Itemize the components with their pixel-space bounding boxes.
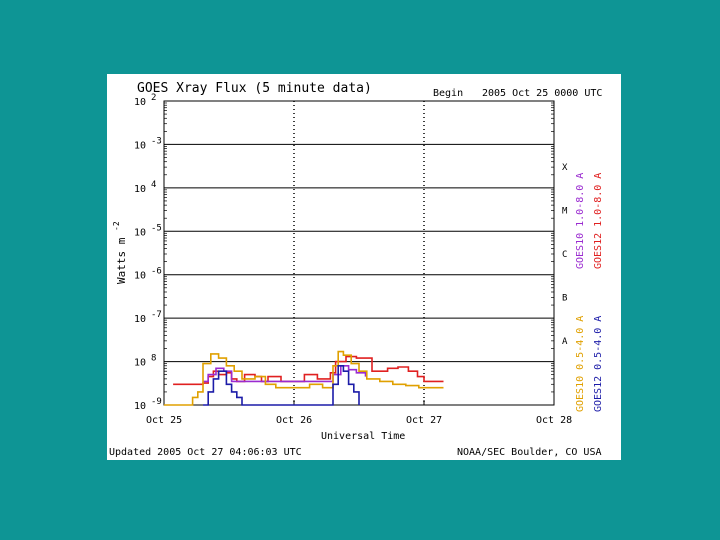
y-tick-base-1e-9: 10 [134,401,146,412]
footer-credit: NOAA/SEC Boulder, CO USA [457,447,602,458]
begin-label: Begin [433,88,463,99]
flare-class-A: A [562,337,568,347]
y-tick-base-1e-5: 10 [134,227,146,238]
series-line-2 [164,350,444,406]
chart-panel: GOES Xray Flux (5 minute data) Begin 200… [107,74,621,460]
x-tick-label-1: Oct 26 [276,415,312,426]
y-tick-label-1e-9: -9 [151,397,162,407]
legend-top-1: GOES12 1.0-8.0 A [593,173,604,269]
legend-top-0: GOES10 1.0-8.0 A [575,173,586,269]
x-tick-label-3: Oct 28 [536,415,572,426]
x-axis-label: Universal Time [321,431,405,442]
legend-bottom-0: GOES10 0.5-4.0 A [575,316,586,412]
y-tick-label-1e-8: 8 [151,354,156,364]
y-tick-base-1e-6: 10 [134,271,146,282]
y-tick-label-1e-4: 4 [151,180,156,190]
y-tick-base-1e-2: 10 [134,97,146,108]
flare-class-B: B [562,293,567,303]
begin-value: 2005 Oct 25 0000 UTC [482,88,602,99]
x-tick-label-0: Oct 25 [146,415,182,426]
y-tick-base-1e-7: 10 [134,314,146,325]
flare-class-C: C [562,250,567,260]
y-tick-label-1e-2: 2 [151,93,156,103]
y-tick-label-1e-3: -3 [151,136,162,146]
x-tick-label-2: Oct 27 [406,415,442,426]
y-axis-label: Watts m [115,237,128,284]
y-axis-label-exponent: -2 [112,221,121,231]
chart-title: GOES Xray Flux (5 minute data) [137,81,372,96]
series-line-0 [173,355,444,386]
flare-class-M: M [562,207,568,217]
series-line-3 [203,365,360,406]
legend-bottom-1: GOES12 0.5-4.0 A [593,316,604,412]
y-tick-label-1e-5: -5 [151,223,162,233]
plot-frame [163,100,555,406]
flare-class-X: X [562,163,568,173]
y-tick-base-1e-4: 10 [134,184,146,195]
y-tick-label-1e-7: -7 [151,310,162,320]
xray-flux-chart: GOES Xray Flux (5 minute data) Begin 200… [109,81,604,458]
y-tick-base-1e-3: 10 [134,140,146,151]
y-tick-base-1e-8: 10 [134,358,146,369]
footer-updated: Updated 2005 Oct 27 04:06:03 UTC [109,447,302,458]
y-tick-label-1e-6: -6 [151,267,162,277]
